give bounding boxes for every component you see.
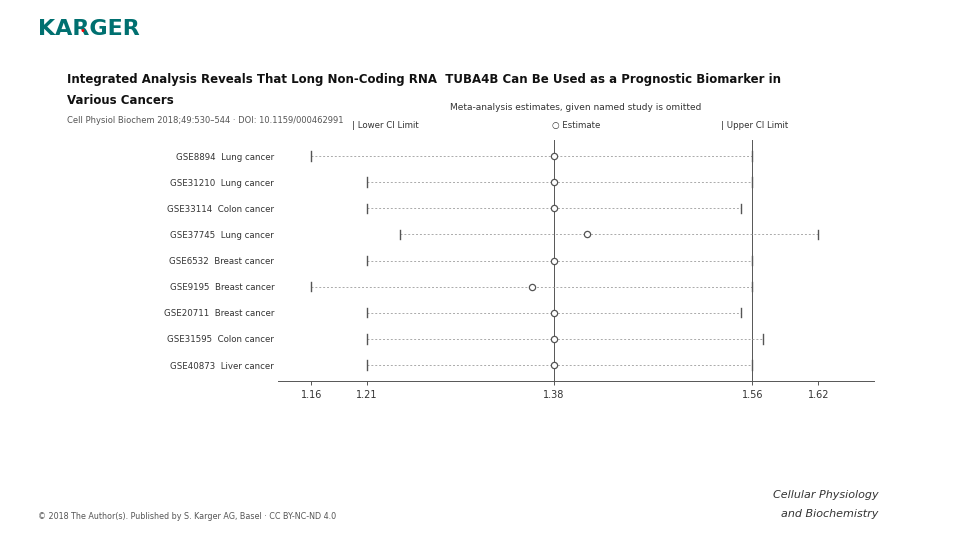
Text: Integrated Analysis Reveals That Long Non-Coding RNA  TUBA4B Can Be Used as a Pr: Integrated Analysis Reveals That Long No…: [67, 73, 781, 86]
Text: and Biochemistry: and Biochemistry: [781, 509, 878, 519]
Text: Meta-analysis estimates, given named study is omitted: Meta-analysis estimates, given named stu…: [450, 103, 702, 112]
Text: | Upper CI Limit: | Upper CI Limit: [721, 120, 788, 130]
Text: KARGER: KARGER: [38, 19, 140, 39]
Text: ○ Estimate: ○ Estimate: [552, 120, 600, 130]
Text: Cell Physiol Biochem 2018;49:530–544 · DOI: 10.1159/000462991: Cell Physiol Biochem 2018;49:530–544 · D…: [67, 116, 344, 125]
Text: Various Cancers: Various Cancers: [67, 94, 174, 107]
Text: | Lower CI Limit: | Lower CI Limit: [352, 120, 419, 130]
Text: •: •: [80, 26, 85, 36]
Text: © 2018 The Author(s). Published by S. Karger AG, Basel · CC BY-NC-ND 4.0: © 2018 The Author(s). Published by S. Ka…: [38, 512, 337, 521]
Text: Cellular Physiology: Cellular Physiology: [773, 489, 878, 500]
